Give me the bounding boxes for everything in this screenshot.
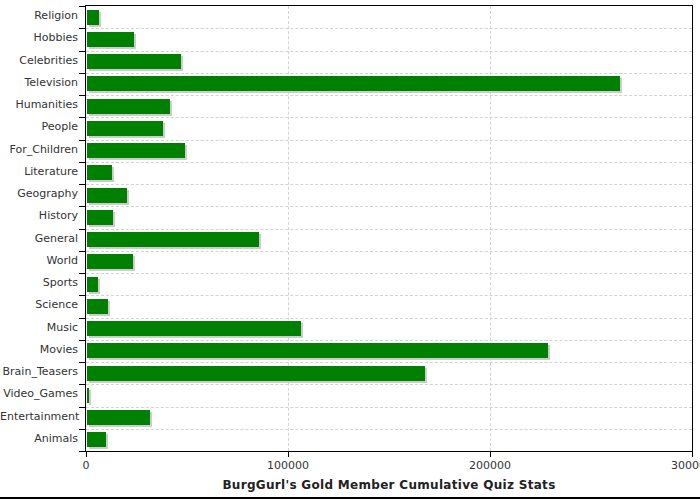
- bottom-border-line: [0, 497, 700, 499]
- y-axis-label: Animals: [0, 432, 78, 446]
- bar-hobbies: [87, 32, 134, 47]
- y-axis-label: Music: [0, 321, 78, 335]
- bar-sports: [87, 277, 98, 292]
- y-axis-tick: [79, 73, 85, 74]
- horizontal-gridline: [86, 162, 692, 163]
- y-axis-label: Celebrities: [0, 54, 78, 68]
- y-axis-tick: [79, 162, 85, 163]
- y-axis-tick: [79, 451, 85, 452]
- y-axis-label: History: [0, 209, 78, 223]
- bar-music: [87, 321, 301, 336]
- horizontal-gridline: [86, 407, 692, 408]
- y-axis-tick: [79, 229, 85, 230]
- y-axis-tick: [79, 6, 85, 7]
- y-axis-tick: [79, 384, 85, 385]
- bar-religion: [87, 10, 99, 25]
- y-axis-label: Video_Games: [0, 387, 78, 401]
- y-axis-label: Literature: [0, 165, 78, 179]
- bar-history: [87, 210, 113, 225]
- bar-animals: [87, 432, 106, 447]
- horizontal-gridline: [86, 340, 692, 341]
- x-axis-tick-label: 0: [83, 459, 90, 472]
- plot-area: [85, 5, 693, 452]
- horizontal-gridline: [86, 251, 692, 252]
- y-axis-label: Religion: [0, 9, 78, 23]
- y-axis-label: People: [0, 120, 78, 134]
- horizontal-gridline: [86, 362, 692, 363]
- quiz-stats-bar-chart: Religion Hobbies Celebrities Television Huma…: [0, 0, 700, 500]
- y-axis-tick: [79, 295, 85, 296]
- x-axis-tick: [692, 452, 693, 457]
- horizontal-gridline: [86, 273, 692, 274]
- y-axis-tick: [79, 407, 85, 408]
- bar-general: [87, 232, 259, 247]
- y-axis-tick: [79, 340, 85, 341]
- horizontal-gridline: [86, 140, 692, 141]
- bar-science: [87, 299, 108, 314]
- y-axis-label: Television: [0, 76, 78, 90]
- y-axis-label: For_Children: [0, 143, 78, 157]
- horizontal-gridline: [86, 184, 692, 185]
- bar-world: [87, 254, 133, 269]
- bar-brain_teasers: [87, 366, 425, 381]
- bar-movies: [87, 343, 548, 358]
- horizontal-gridline: [86, 384, 692, 385]
- y-axis-tick: [79, 117, 85, 118]
- x-axis-tick: [86, 452, 87, 457]
- y-axis-tick: [79, 429, 85, 430]
- y-axis-label: Movies: [0, 343, 78, 357]
- y-axis-tick: [79, 273, 85, 274]
- x-axis-tick: [490, 452, 491, 457]
- x-axis-tick-label: 300000: [671, 459, 700, 472]
- y-axis-label: Brain_Teasers: [0, 365, 78, 379]
- x-axis-tick-label: 200000: [469, 459, 511, 472]
- bar-for_children: [87, 143, 185, 158]
- bar-literature: [87, 165, 112, 180]
- x-axis-tick: [288, 452, 289, 457]
- chart-title: BurgGurl's Gold Member Cumulative Quiz S…: [85, 478, 693, 492]
- bar-video_games: [87, 388, 89, 403]
- x-axis-tick-label: 100000: [267, 459, 309, 472]
- bar-humanities: [87, 99, 170, 114]
- y-axis-tick: [79, 318, 85, 319]
- y-axis-tick: [79, 140, 85, 141]
- y-axis-tick: [79, 184, 85, 185]
- bar-celebrities: [87, 54, 181, 69]
- y-axis-label: General: [0, 232, 78, 246]
- y-axis-tick: [79, 95, 85, 96]
- y-axis-tick: [79, 251, 85, 252]
- horizontal-gridline: [86, 229, 692, 230]
- horizontal-gridline: [86, 95, 692, 96]
- horizontal-gridline: [86, 117, 692, 118]
- horizontal-gridline: [86, 206, 692, 207]
- y-axis-label: Hobbies: [0, 31, 78, 45]
- bar-entertainment: [87, 410, 150, 425]
- y-axis-label: Sports: [0, 276, 78, 290]
- y-axis-label: Entertainment: [0, 410, 78, 424]
- y-axis-tick: [79, 28, 85, 29]
- y-axis-tick: [79, 362, 85, 363]
- horizontal-gridline: [86, 429, 692, 430]
- y-axis-label: Geography: [0, 187, 78, 201]
- horizontal-gridline: [86, 73, 692, 74]
- y-axis-tick: [79, 206, 85, 207]
- bar-people: [87, 121, 163, 136]
- y-axis-label: Science: [0, 298, 78, 312]
- y-axis-label: World: [0, 254, 78, 268]
- horizontal-gridline: [86, 51, 692, 52]
- horizontal-gridline: [86, 28, 692, 29]
- bar-television: [87, 76, 620, 91]
- horizontal-gridline: [86, 318, 692, 319]
- y-axis-tick: [79, 51, 85, 52]
- horizontal-gridline: [86, 295, 692, 296]
- bar-geography: [87, 188, 127, 203]
- y-axis-label: Humanities: [0, 98, 78, 112]
